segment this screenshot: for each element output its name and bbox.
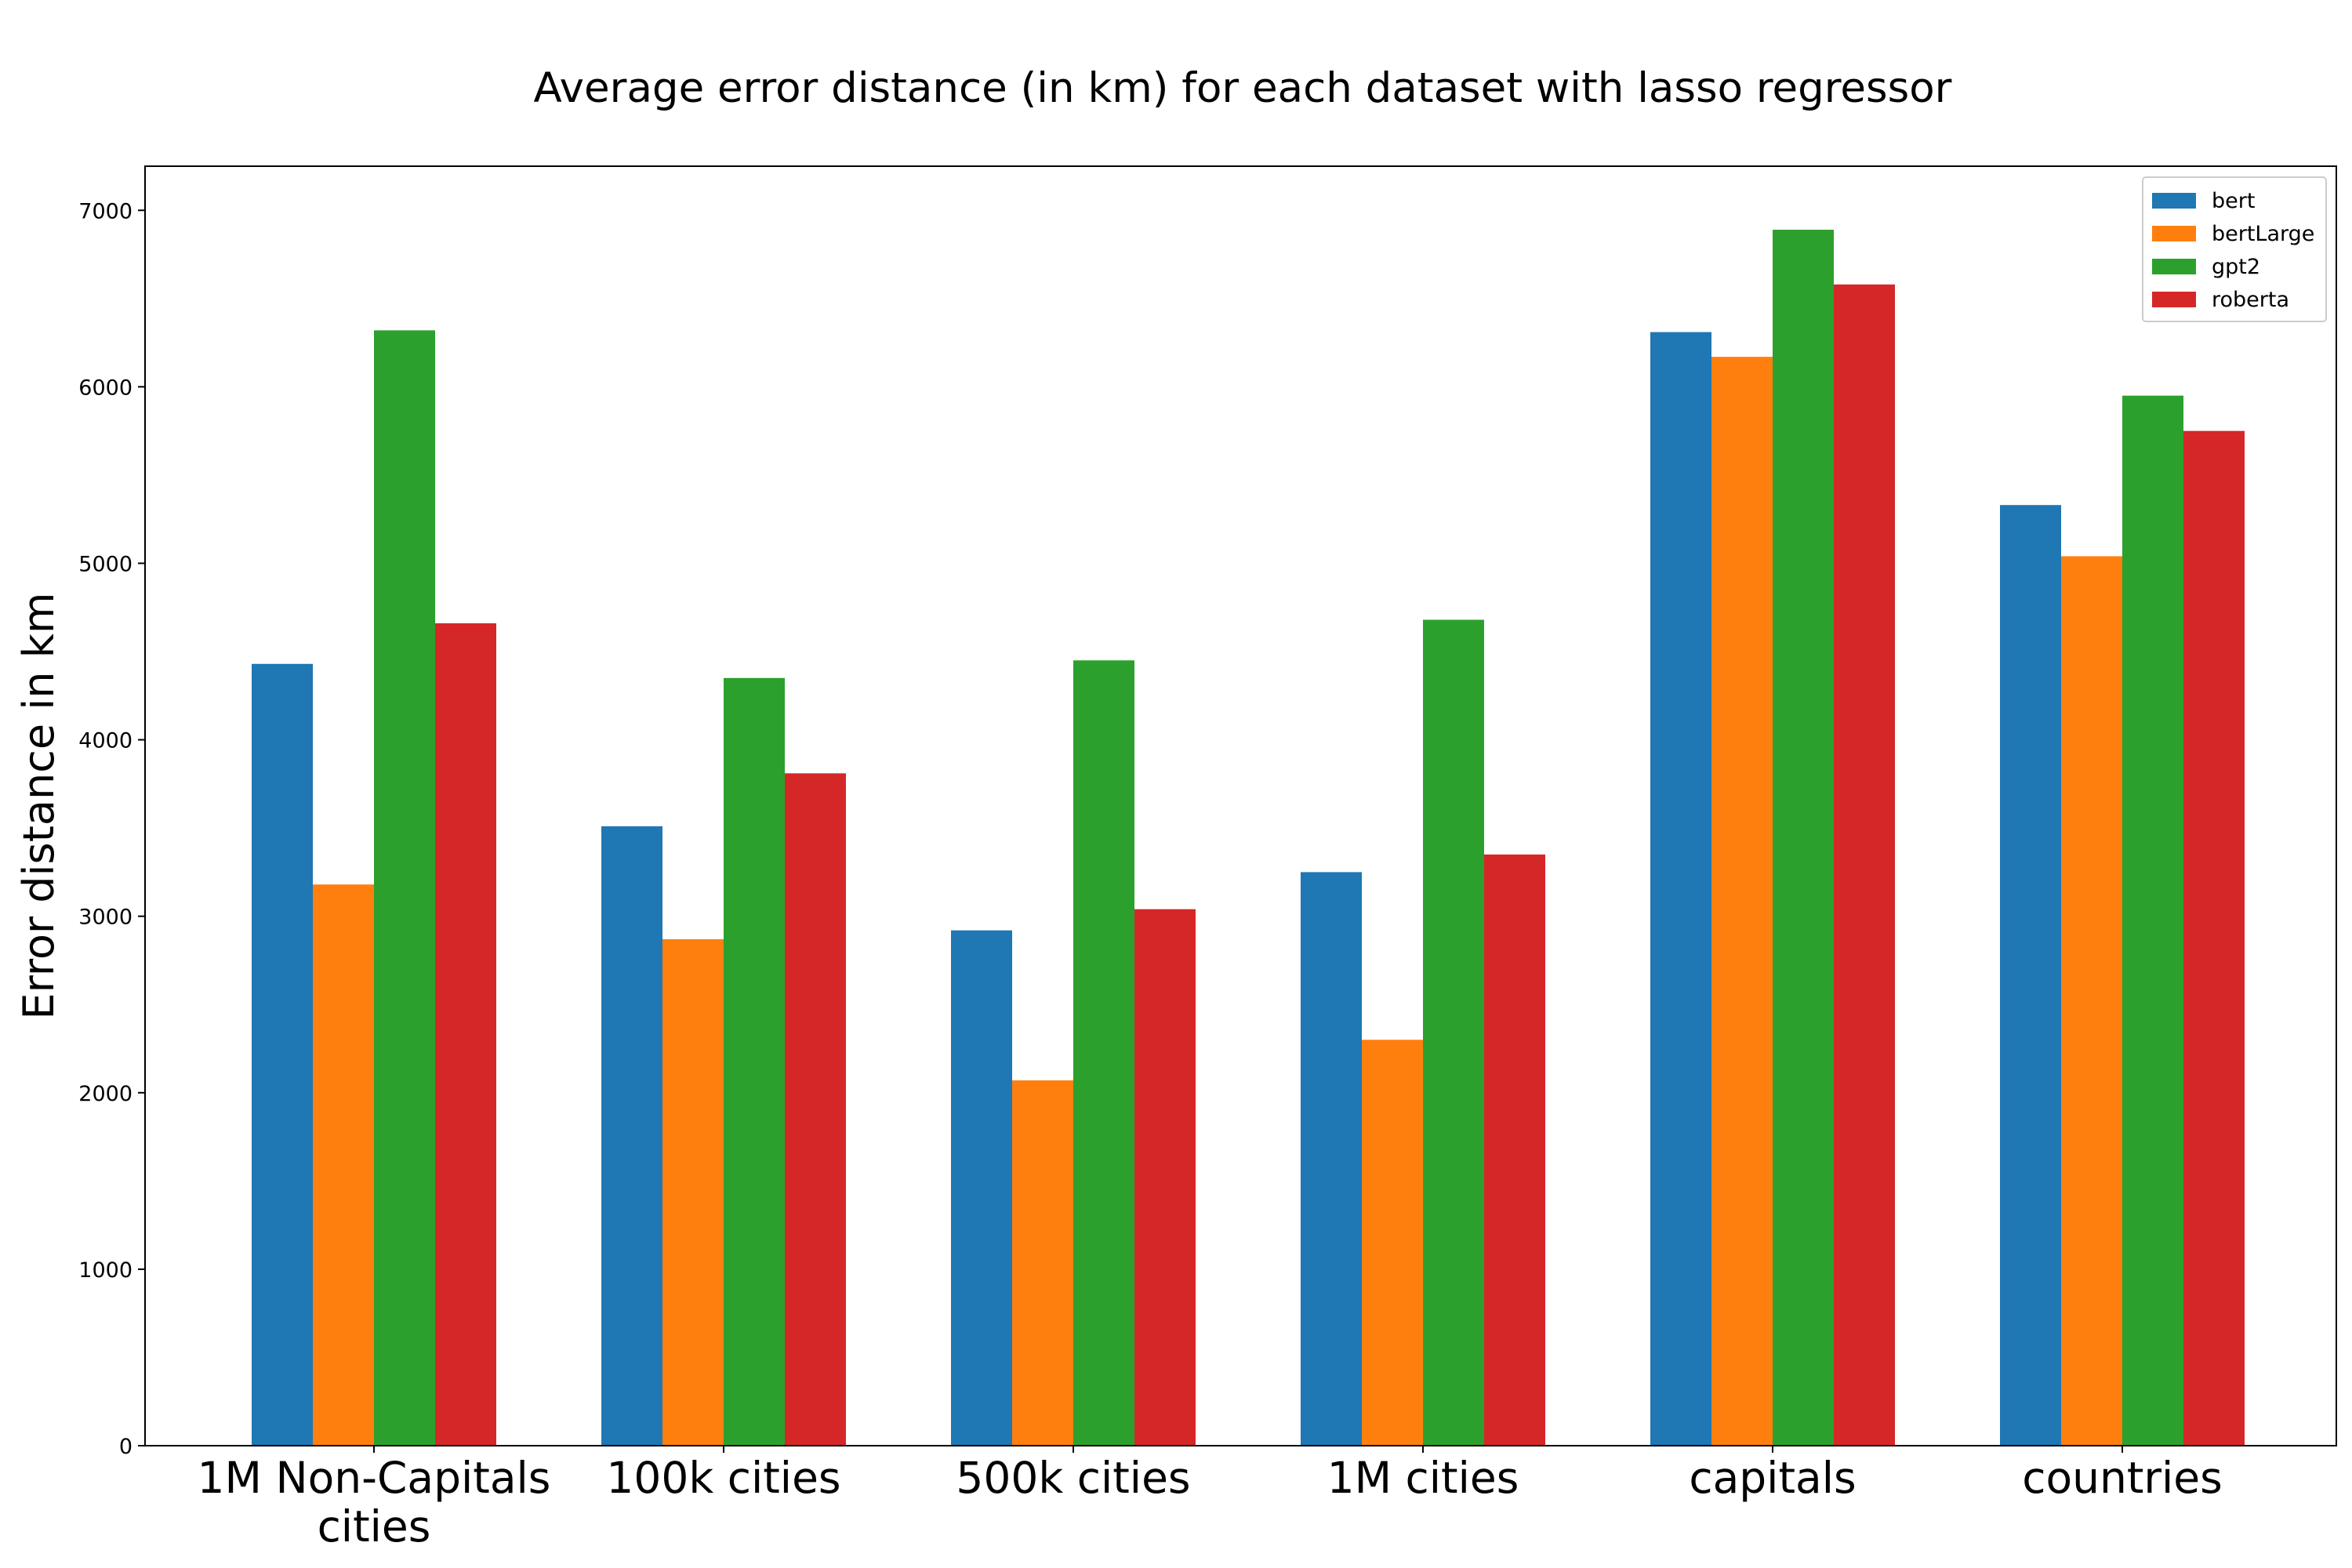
bar-roberta-3 xyxy=(1484,854,1545,1446)
y-tick-label: 1000 xyxy=(78,1258,132,1283)
legend-swatch-roberta xyxy=(2152,292,2196,307)
bar-bertLarge-5 xyxy=(2061,556,2122,1446)
y-tick-label: 6000 xyxy=(78,376,132,400)
bar-bertLarge-3 xyxy=(1362,1040,1423,1446)
bar-bertLarge-2 xyxy=(1012,1080,1073,1446)
bar-bert-4 xyxy=(1650,332,1711,1446)
legend: bert bertLarge gpt2 roberta xyxy=(2142,176,2327,322)
bar-roberta-4 xyxy=(1834,284,1895,1446)
bar-bert-2 xyxy=(951,930,1012,1446)
y-tick-label: 2000 xyxy=(78,1082,132,1106)
y-axis-ticks: 0 1000 2000 3000 4000 5000 6000 7000 xyxy=(78,199,145,1459)
legend-swatch-bertLarge xyxy=(2152,226,2196,241)
bar-gpt2-4 xyxy=(1773,230,1834,1446)
bar-bert-5 xyxy=(2000,505,2061,1446)
bar-roberta-5 xyxy=(2183,430,2245,1446)
bar-gpt2-0 xyxy=(374,330,435,1446)
x-tick-label: countries xyxy=(2022,1453,2223,1503)
y-tick-label: 4000 xyxy=(78,729,132,753)
legend-label-bert: bert xyxy=(2212,189,2255,213)
bar-bert-3 xyxy=(1301,872,1362,1446)
y-tick-label: 0 xyxy=(119,1435,132,1459)
legend-label-gpt2: gpt2 xyxy=(2212,255,2260,279)
x-axis-ticks: 1M Non-Capitals cities 100k cities 500k cit… xyxy=(198,1446,2223,1552)
bar-bertLarge-0 xyxy=(313,884,374,1446)
bar-gpt2-1 xyxy=(724,677,785,1446)
x-tick-label: capitals xyxy=(1689,1453,1856,1503)
legend-label-bertLarge: bertLarge xyxy=(2212,222,2314,246)
bar-bertLarge-1 xyxy=(662,938,724,1446)
legend-label-roberta: roberta xyxy=(2212,288,2289,312)
bar-bert-1 xyxy=(601,826,662,1446)
bar-bert-0 xyxy=(252,663,313,1446)
legend-swatch-bert xyxy=(2152,193,2196,209)
y-tick-label: 7000 xyxy=(78,199,132,223)
legend-box xyxy=(2142,176,2327,322)
legend-swatch-gpt2 xyxy=(2152,259,2196,274)
x-tick-label: 100k cities xyxy=(606,1453,840,1503)
bar-gpt2-3 xyxy=(1423,619,1484,1446)
x-tick-label: 1M cities xyxy=(1327,1453,1519,1503)
y-tick-label: 3000 xyxy=(78,906,132,930)
bar-gpt2-2 xyxy=(1073,660,1134,1446)
bar-bertLarge-4 xyxy=(1711,357,1773,1446)
bar-roberta-0 xyxy=(435,623,496,1446)
x-tick-label: 500k cities xyxy=(956,1453,1190,1503)
plot-frame xyxy=(144,165,2337,1446)
bar-roberta-1 xyxy=(785,773,846,1446)
x-tick-label: 1M Non-Capitals cities xyxy=(198,1453,551,1552)
y-axis-label: Error distance in km xyxy=(14,592,64,1019)
bar-gpt2-5 xyxy=(2122,395,2183,1446)
bars-layer xyxy=(252,230,2245,1446)
chart-title: Average error distance (in km) for each … xyxy=(534,64,1952,112)
y-tick-label: 5000 xyxy=(78,552,132,576)
bar-roberta-2 xyxy=(1134,909,1196,1446)
